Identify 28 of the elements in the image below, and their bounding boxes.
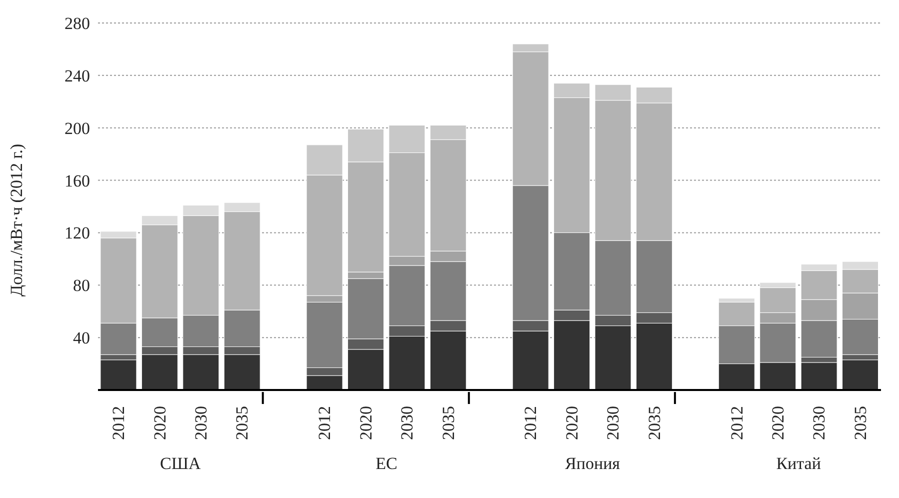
- text: Китай: [775, 454, 822, 474]
- x-tick-label: 2030: [398, 406, 417, 440]
- y-tick-label: 80: [73, 276, 90, 296]
- text: ЕС: [374, 454, 398, 474]
- x-tick-label: 2012: [315, 406, 334, 440]
- x-tick-label: 2035: [850, 406, 870, 440]
- y-tick-label: 240: [64, 66, 90, 86]
- y-axis-title: Долл./мВт·ч (2012 г.): [7, 144, 26, 296]
- x-tick-label: 2035: [232, 406, 252, 440]
- x-tick-label: 2012: [521, 406, 540, 440]
- x-tick-label: 2035: [644, 406, 664, 440]
- text: Япония: [564, 454, 621, 474]
- x-tick-label: 2020: [356, 406, 376, 440]
- text: США: [159, 454, 202, 474]
- y-tick-label: 200: [64, 118, 90, 138]
- x-tick-label: 2012: [109, 406, 128, 440]
- x-tick-label: 2012: [727, 406, 746, 440]
- x-tick-label: 2035: [438, 406, 458, 440]
- x-tick-label: 2020: [150, 406, 170, 440]
- x-tick-label: 2020: [562, 406, 582, 440]
- x-tick-label: 2030: [810, 406, 829, 440]
- x-tick-label: 2030: [604, 406, 623, 440]
- y-tick-label: 160: [64, 171, 90, 190]
- y-tick-label: 280: [64, 14, 90, 34]
- y-tick-label: 120: [64, 224, 90, 243]
- y-tick-label: 40: [73, 328, 90, 348]
- x-tick-label: 2020: [768, 406, 788, 440]
- x-tick-label: 2030: [192, 406, 211, 440]
